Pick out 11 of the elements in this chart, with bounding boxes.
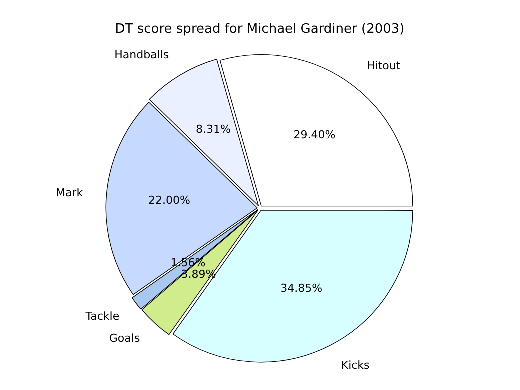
slice-label: Kicks: [341, 358, 370, 372]
data-label: 22.00%: [148, 194, 190, 207]
data-label: 8.31%: [196, 123, 231, 136]
slice-label: Mark: [56, 186, 84, 200]
chart-title: DT score spread for Michael Gardiner (2003): [115, 22, 405, 38]
data-label: 34.85%: [280, 282, 323, 295]
slice-label: Hitout: [367, 60, 402, 73]
slice-label: Handballs: [114, 48, 170, 62]
slice-label: Tackle: [84, 310, 120, 323]
data-label: 29.40%: [294, 128, 336, 142]
slice-label: Goals: [109, 332, 140, 346]
